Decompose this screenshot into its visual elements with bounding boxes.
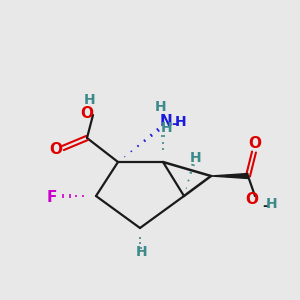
Text: H: H [175,115,187,129]
Text: H: H [155,100,167,114]
Text: H: H [84,93,96,107]
Text: -: - [262,199,268,213]
Text: O: O [80,106,94,121]
Text: H: H [136,245,148,259]
Text: H: H [266,197,278,211]
Text: N: N [160,115,172,130]
Text: O: O [245,191,259,206]
Text: F: F [47,190,57,205]
Text: H: H [161,121,173,135]
Text: O: O [50,142,62,158]
Text: H: H [190,151,202,165]
Text: -: - [171,117,177,131]
Text: O: O [248,136,262,152]
Polygon shape [211,173,248,178]
